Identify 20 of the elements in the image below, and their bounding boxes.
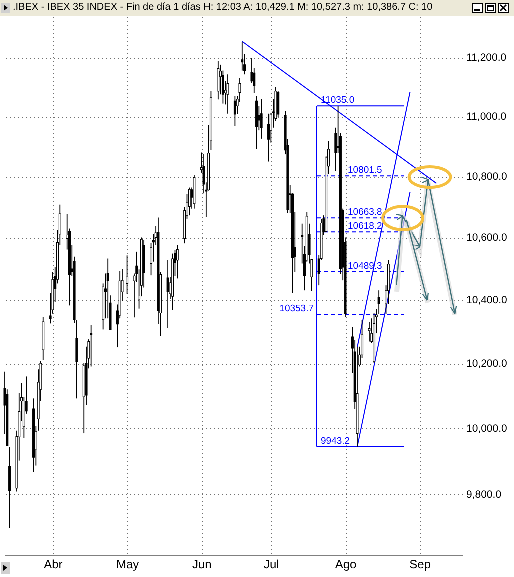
y-tick-label: 11,000.0 (466, 111, 507, 124)
x-tick-label: Ago (335, 558, 357, 572)
y-tick-label: 10,800.0 (466, 171, 508, 184)
y-tick-label: 10,200.0 (466, 358, 508, 370)
ref-line-label: 10618.2 (348, 221, 382, 232)
x-tick-label: Jun (192, 558, 212, 572)
x-tick-label: Sep (410, 558, 432, 572)
ref-line-label: 10663.8 (348, 207, 382, 218)
x-tick-label: May (116, 558, 140, 572)
ref-line-label: 10353.7 (280, 304, 314, 315)
y-tick-label: 11,200.0 (466, 52, 507, 64)
x-tick-label: Abr (44, 558, 63, 572)
ref-line-label: 10801.5 (348, 165, 382, 176)
y-tick-label: 10,400.0 (466, 294, 508, 307)
y-tick-label: 9,800.0 (466, 488, 502, 501)
y-tick-label: 10,000.0 (466, 422, 508, 435)
chart-title: .IBEX - IBEX 35 INDEX - Fin de día 1 días H: 12:03 A: 10,429.1 M: 10,527.3 m: 10,386.7 C: 10 (13, 1, 433, 15)
y-tick-label: 10,600.0 (466, 232, 508, 244)
ref-line-label: 9943.2 (321, 436, 350, 447)
x-tick-label: Jul (264, 558, 280, 572)
